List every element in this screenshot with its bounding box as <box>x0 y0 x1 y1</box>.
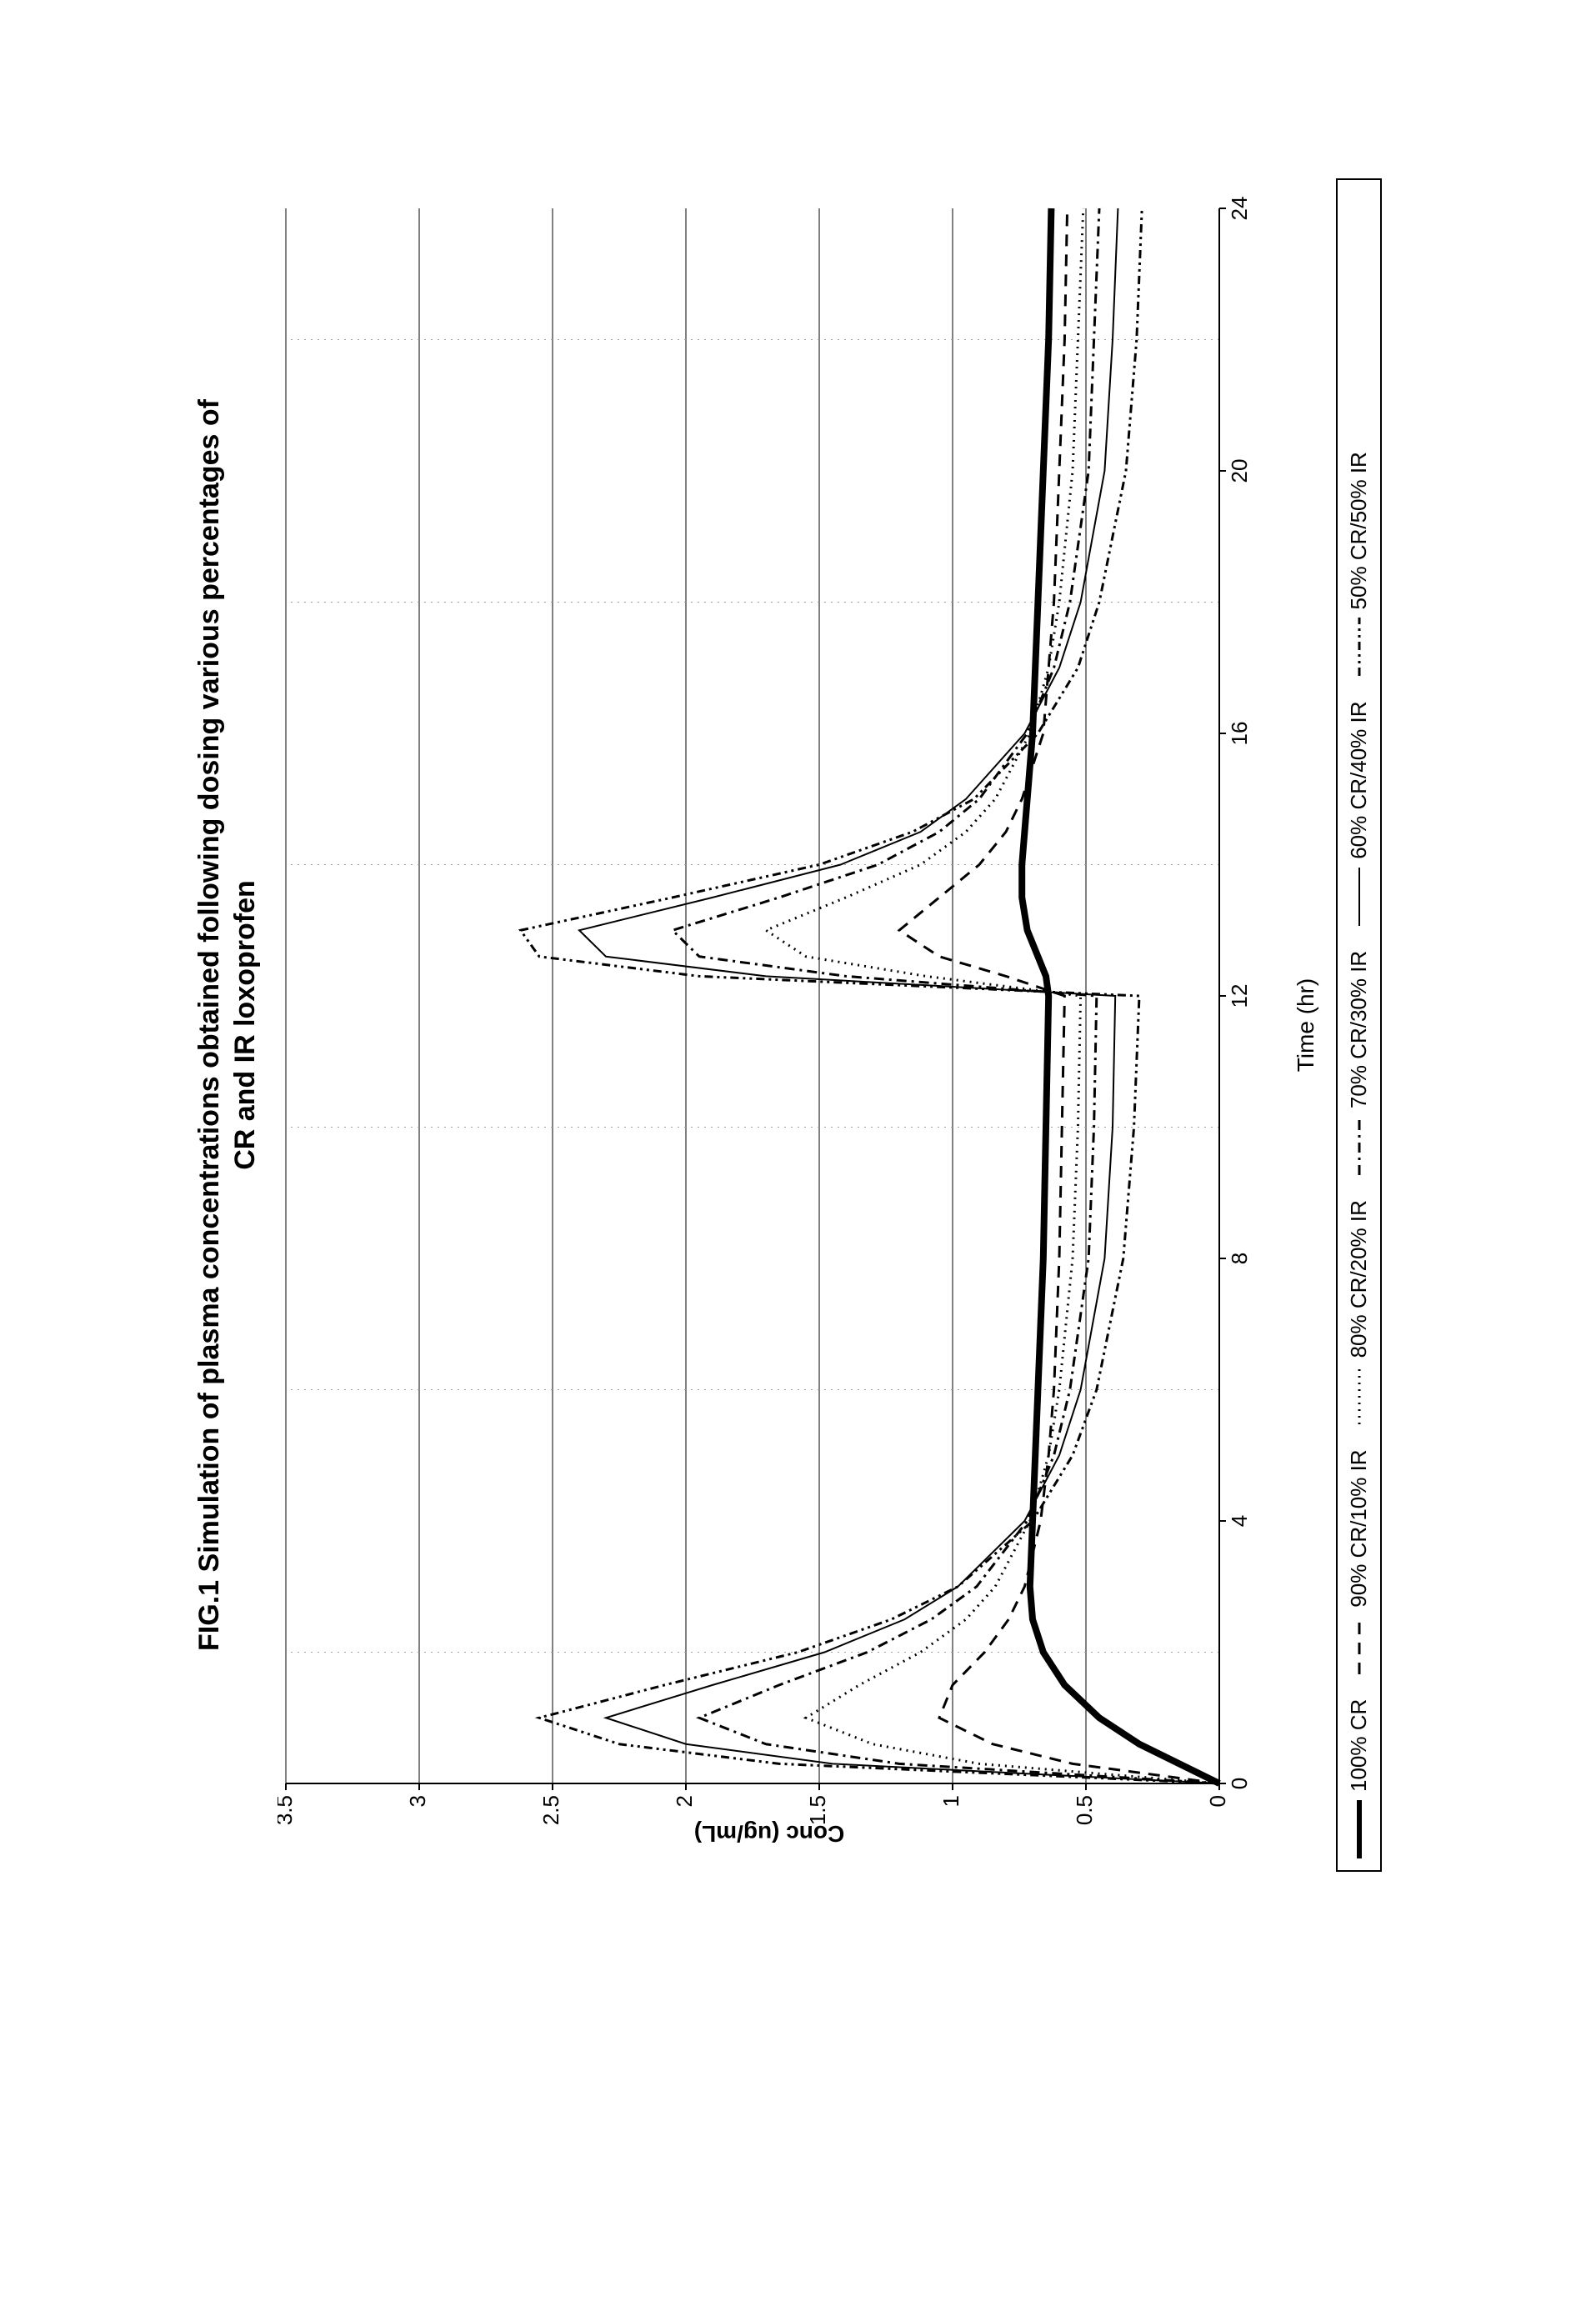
x-tick-label: 16 <box>1227 722 1252 746</box>
y-tick-label: 3 <box>405 1795 430 1807</box>
chart-title-line1: FIG.1 Simulation of plasma concentration… <box>192 67 228 1983</box>
legend-label: 90% CR/10% IR <box>1346 1449 1372 1607</box>
y-tick-label: 0.5 <box>1072 1795 1097 1825</box>
y-tick-label: 0 <box>1205 1795 1230 1807</box>
page: FIG.1 Simulation of plasma concentration… <box>25 25 1596 2286</box>
x-tick-label: 24 <box>1227 197 1252 221</box>
chart-title: FIG.1 Simulation of plasma concentration… <box>192 67 263 1983</box>
legend-label: 100% CR <box>1346 1699 1372 1792</box>
legend-swatch <box>1351 868 1368 926</box>
y-tick-label: 2.5 <box>538 1795 563 1825</box>
legend-label: 70% CR/30% IR <box>1346 951 1372 1108</box>
x-tick-label: 4 <box>1227 1515 1252 1527</box>
x-tick-label: 12 <box>1227 984 1252 1008</box>
chart-title-line2: CR and IR loxoprofen <box>228 67 263 1983</box>
legend: 100% CR 90% CR/10% IR 80% CR/20% IR 70% CR/… <box>1336 178 1382 1872</box>
legend-item: 70% CR/30% IR <box>1346 951 1372 1175</box>
legend-item: 100% CR <box>1346 1699 1372 1858</box>
x-axis-label: Time (hr) <box>1293 192 1319 1858</box>
x-tick-label: 8 <box>1227 1253 1252 1264</box>
legend-item: 50% CR/50% IR <box>1346 452 1372 676</box>
legend-item: 80% CR/20% IR <box>1346 1200 1372 1424</box>
legend-item: 60% CR/40% IR <box>1346 701 1372 925</box>
x-tick-label: 0 <box>1227 1778 1252 1789</box>
legend-swatch <box>1351 618 1368 676</box>
y-tick-label: 2 <box>672 1795 697 1807</box>
legend-swatch <box>1351 1616 1368 1674</box>
legend-label: 50% CR/50% IR <box>1346 452 1372 609</box>
series-line <box>899 208 1219 1783</box>
legend-swatch <box>1351 1366 1368 1424</box>
series-line <box>766 208 1219 1783</box>
x-tick-label: 20 <box>1227 459 1252 483</box>
y-axis-label: Conc (ug/mL) <box>694 1820 844 1847</box>
legend-label: 60% CR/40% IR <box>1346 701 1372 858</box>
legend-swatch <box>1351 1117 1368 1175</box>
legend-swatch <box>1351 1800 1368 1858</box>
legend-item: 90% CR/10% IR <box>1346 1449 1372 1673</box>
legend-label: 80% CR/20% IR <box>1346 1200 1372 1358</box>
y-tick-label: 1 <box>938 1795 963 1807</box>
line-chart-svg: 00.511.522.533.504812162024 <box>278 192 1261 1858</box>
y-tick-label: 3.5 <box>278 1795 297 1825</box>
chart-container: FIG.1 Simulation of plasma concentration… <box>192 67 1382 1983</box>
plot-area: Conc (ug/mL) 00.511.522.533.504812162024… <box>278 192 1261 1858</box>
